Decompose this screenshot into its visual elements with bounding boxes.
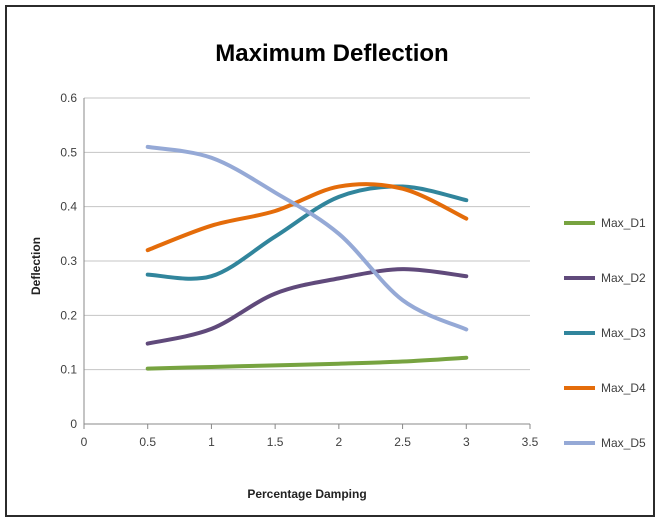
- x-axis-title: Percentage Damping: [247, 487, 366, 501]
- legend-label-max-d4: Max_D4: [601, 381, 646, 395]
- chart-title: Maximum Deflection: [215, 40, 448, 67]
- y-tick-label: 0.3: [60, 254, 77, 268]
- x-tick-label: 3.5: [522, 435, 539, 449]
- legend-label-max-d3: Max_D3: [601, 326, 646, 340]
- series-line-max-d4: [145, 182, 469, 253]
- y-tick-label: 0: [70, 417, 77, 431]
- x-tick-label: 2.5: [394, 435, 411, 449]
- legend-label-max-d2: Max_D2: [601, 271, 646, 285]
- legend-label-max-d5: Max_D5: [601, 436, 646, 450]
- grid-layer: [84, 97, 530, 371]
- x-tick-label: 1: [208, 435, 215, 449]
- series-line-max-d2: [145, 267, 469, 346]
- x-tick-label: 0: [81, 435, 88, 449]
- y-axis-title: Deflection: [29, 237, 43, 295]
- x-tick-label: 0.5: [139, 435, 156, 449]
- series-layer: [145, 144, 469, 371]
- y-tick-label: 0.5: [60, 145, 77, 159]
- legend-label-max-d1: Max_D1: [601, 216, 646, 230]
- legend-layer: Max_D1 Max_D2 Max_D3 Max_D4 Max_D5: [564, 216, 646, 450]
- x-tick-label: 2: [336, 435, 343, 449]
- chart-svg: 0 0.1 0.2 0.3 0.4 0.5 0.6 0 0.5 1 1.5 2 2.5 3 3.5 Max_…: [29, 40, 646, 501]
- y-tick-label: 0.6: [60, 91, 77, 105]
- y-tick-label: 0.2: [60, 308, 77, 322]
- y-tick-label: 0.1: [60, 363, 77, 377]
- series-line-max-d1: [145, 355, 469, 371]
- series-line-max-d3: [145, 184, 469, 281]
- chart-frame: 0 0.1 0.2 0.3 0.4 0.5 0.6 0 0.5 1 1.5 2 2.5 3 3.5 Max_…: [5, 5, 655, 517]
- axis-layer: 0 0.1 0.2 0.3 0.4 0.5 0.6 0 0.5 1 1.5 2 2.5 3 3.5: [60, 91, 538, 449]
- series-line-max-d5: [145, 144, 469, 332]
- x-tick-label: 3: [463, 435, 470, 449]
- x-tick-label: 1.5: [267, 435, 284, 449]
- y-tick-label: 0.4: [60, 200, 77, 214]
